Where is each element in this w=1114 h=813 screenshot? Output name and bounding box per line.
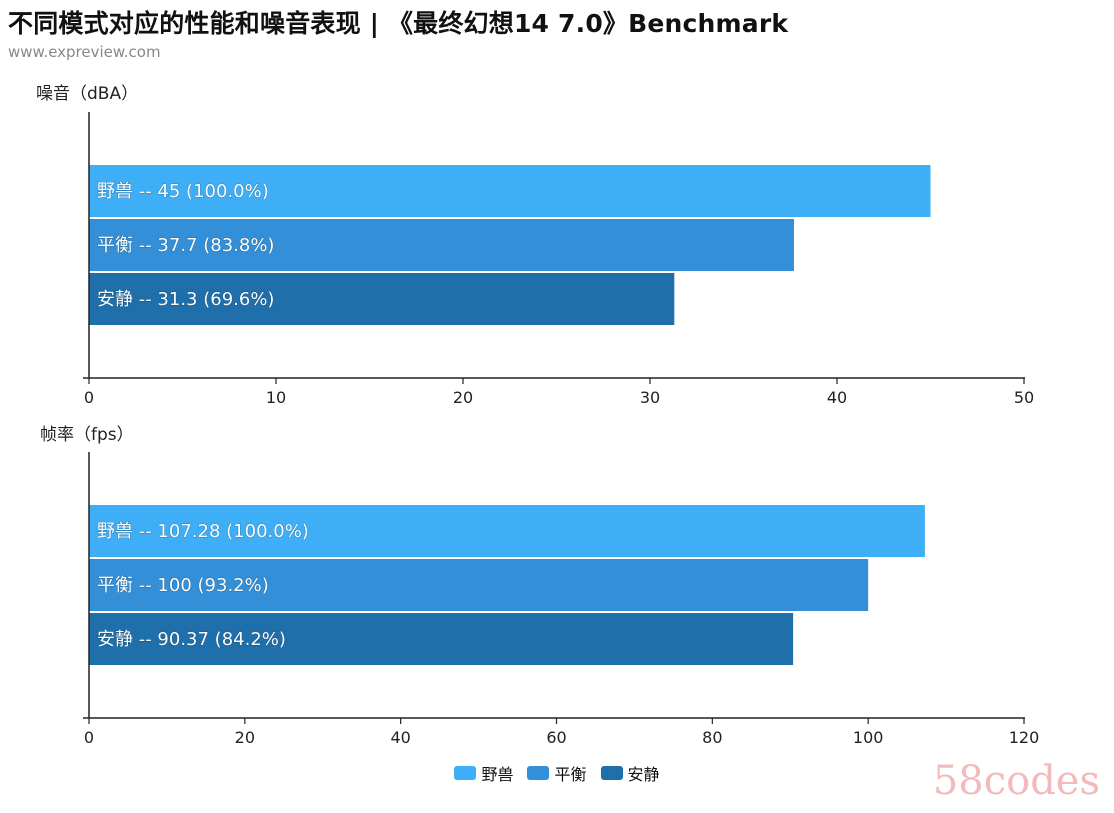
x-tick-label: 60 — [546, 728, 566, 747]
legend: 野兽 平衡 安静 — [0, 761, 1114, 785]
legend-swatch-quiet — [600, 766, 623, 780]
x-tick-label: 0 — [84, 728, 94, 747]
chart-title: 不同模式对应的性能和噪音表现 | 《最终幻想14 7.0》Benchmark — [8, 9, 789, 38]
watermark: 58codes — [932, 758, 1100, 804]
legend-item-beast[interactable]: 野兽 — [454, 761, 513, 785]
legend-item-balanced[interactable]: 平衡 — [527, 761, 587, 785]
x-tick-label: 50 — [1014, 388, 1034, 407]
legend-label-balanced: 平衡 — [554, 765, 587, 784]
x-tick-label: 30 — [640, 388, 660, 407]
legend-label-beast: 野兽 — [481, 765, 514, 784]
bar-label: 野兽 -- 107.28 (100.0%) — [97, 521, 309, 542]
y-axis-title: 帧率（fps） — [40, 425, 134, 445]
bar-label: 安静 -- 31.3 (69.6%) — [97, 289, 274, 310]
legend-label-quiet: 安静 — [627, 765, 660, 784]
x-tick-label: 100 — [853, 728, 884, 747]
bar-label: 野兽 -- 45 (100.0%) — [97, 181, 269, 202]
bar-label: 安静 -- 90.37 (84.2%) — [97, 629, 286, 650]
x-tick-label: 120 — [1009, 728, 1040, 747]
x-tick-label: 10 — [266, 388, 286, 407]
chart-0: 噪音（dBA） 野兽 -- 45 (100.0%) 平衡 -- 37.7 (83.8… — [36, 84, 1034, 407]
x-tick-label: 20 — [235, 728, 255, 747]
chart-1: 帧率（fps） 野兽 -- 107.28 (100.0%) 平衡 -- 100 (9… — [40, 425, 1039, 747]
legend-swatch-beast — [454, 766, 477, 780]
bar-安静[interactable] — [89, 273, 675, 325]
bar-野兽[interactable] — [89, 165, 931, 217]
bar-野兽[interactable] — [89, 505, 925, 557]
x-tick-label: 0 — [84, 388, 94, 407]
bar-安静[interactable] — [89, 613, 794, 665]
bar-平衡[interactable] — [89, 219, 794, 271]
bar-label: 平衡 -- 37.7 (83.8%) — [97, 235, 274, 256]
bar-label: 平衡 -- 100 (93.2%) — [97, 575, 269, 596]
legend-swatch-balanced — [527, 766, 550, 780]
chart-subtitle: www.expreview.com — [8, 43, 161, 61]
x-tick-label: 20 — [453, 388, 473, 407]
x-tick-label: 80 — [702, 728, 722, 747]
x-tick-label: 40 — [827, 388, 847, 407]
legend-item-quiet[interactable]: 安静 — [600, 761, 660, 785]
bar-平衡[interactable] — [89, 559, 869, 611]
x-tick-label: 40 — [390, 728, 410, 747]
y-axis-title: 噪音（dBA） — [36, 84, 138, 104]
